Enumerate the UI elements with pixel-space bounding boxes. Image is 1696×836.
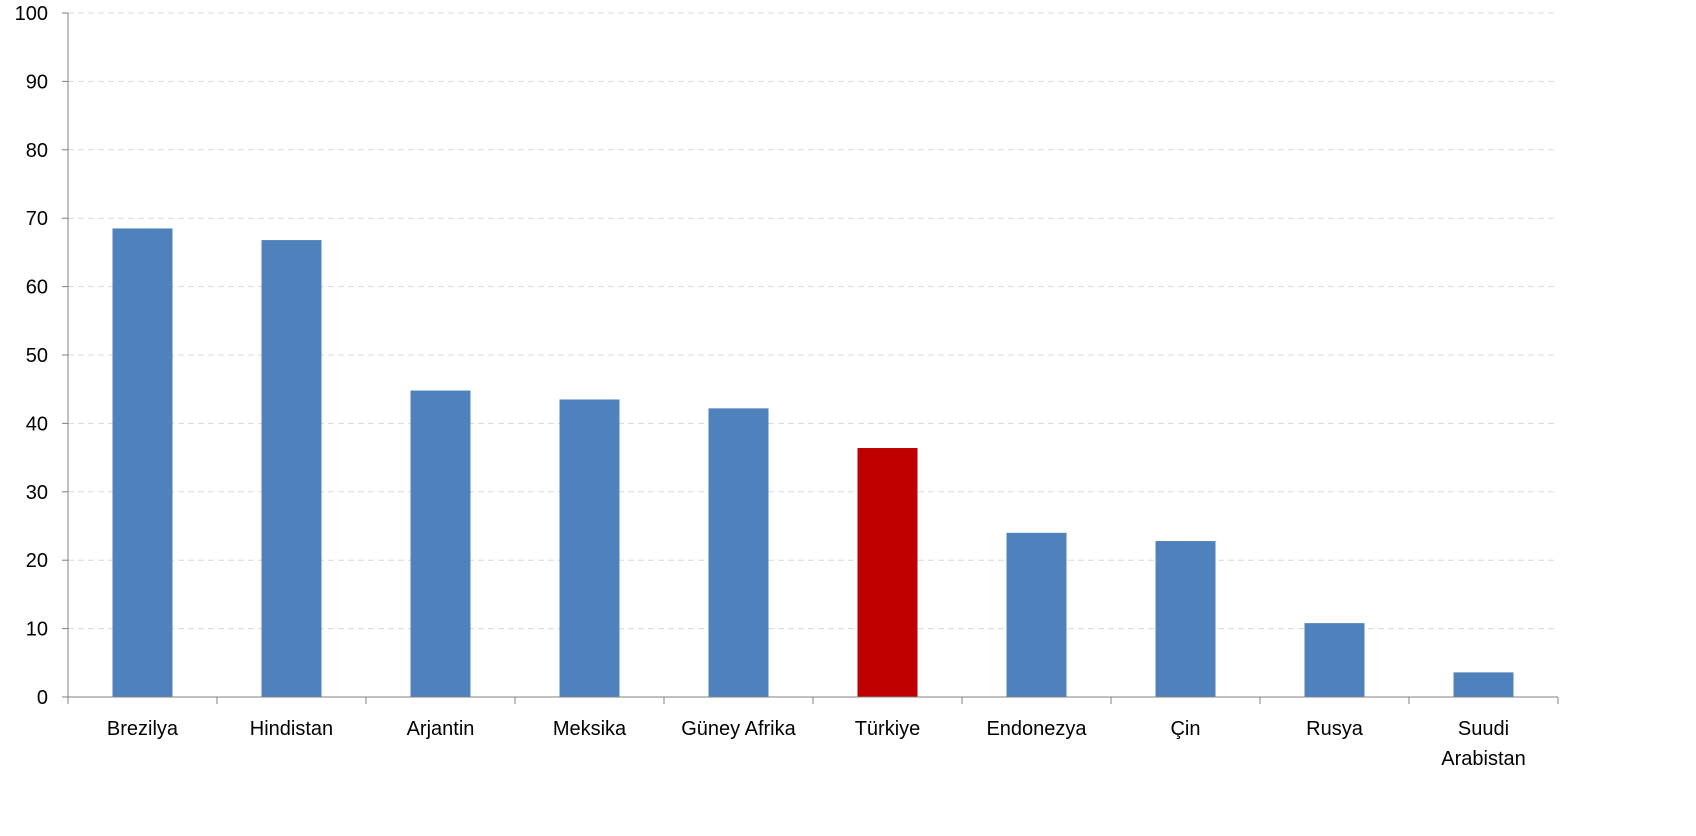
x-category-label: Brezilya — [107, 718, 179, 740]
x-category-label: Güney Afrika — [681, 718, 796, 740]
bars — [112, 228, 1514, 697]
y-tick-label: 30 — [26, 482, 48, 504]
x-category-label: Arjantin — [407, 718, 475, 740]
gridlines — [68, 12, 1558, 630]
y-tick-label: 10 — [26, 619, 48, 641]
x-category-label: Meksika — [553, 718, 627, 740]
y-tick-label: 0 — [37, 687, 48, 709]
y-tick-label: 20 — [26, 550, 48, 572]
bar-endonezya — [1006, 532, 1067, 697]
x-category-label: Türkiye — [855, 718, 921, 740]
labels: 0 10 20 30 40 50 60 70 80 90 100 Brezilya Hindistan A… — [15, 3, 1526, 770]
y-tick-label: 60 — [26, 277, 48, 299]
bar-suudi-arabistan — [1453, 672, 1514, 697]
bar-brezilya — [112, 228, 173, 697]
y-tick-label: 80 — [26, 140, 48, 162]
x-category-label: Çin — [1170, 718, 1200, 740]
bar-meksika — [559, 399, 620, 697]
x-category-label: Endonezya — [986, 718, 1087, 740]
bar-arjantin — [410, 390, 471, 697]
bar-güney-afrika — [708, 408, 769, 697]
bar-türkiye — [857, 448, 918, 697]
y-tick-label: 50 — [26, 345, 48, 367]
bar-rusya — [1304, 623, 1365, 697]
y-tick-label: 90 — [26, 71, 48, 93]
x-category-label: Suudi Arabistan — [1441, 718, 1526, 770]
x-category-label: Rusya — [1306, 718, 1364, 740]
x-category-label: Hindistan — [250, 718, 333, 740]
axes — [62, 12, 1559, 704]
bar-çin — [1155, 541, 1216, 697]
y-tick-label: 40 — [26, 413, 48, 435]
y-tick-label: 70 — [26, 208, 48, 230]
y-tick-label: 100 — [15, 3, 48, 25]
bar-hindistan — [261, 240, 322, 697]
